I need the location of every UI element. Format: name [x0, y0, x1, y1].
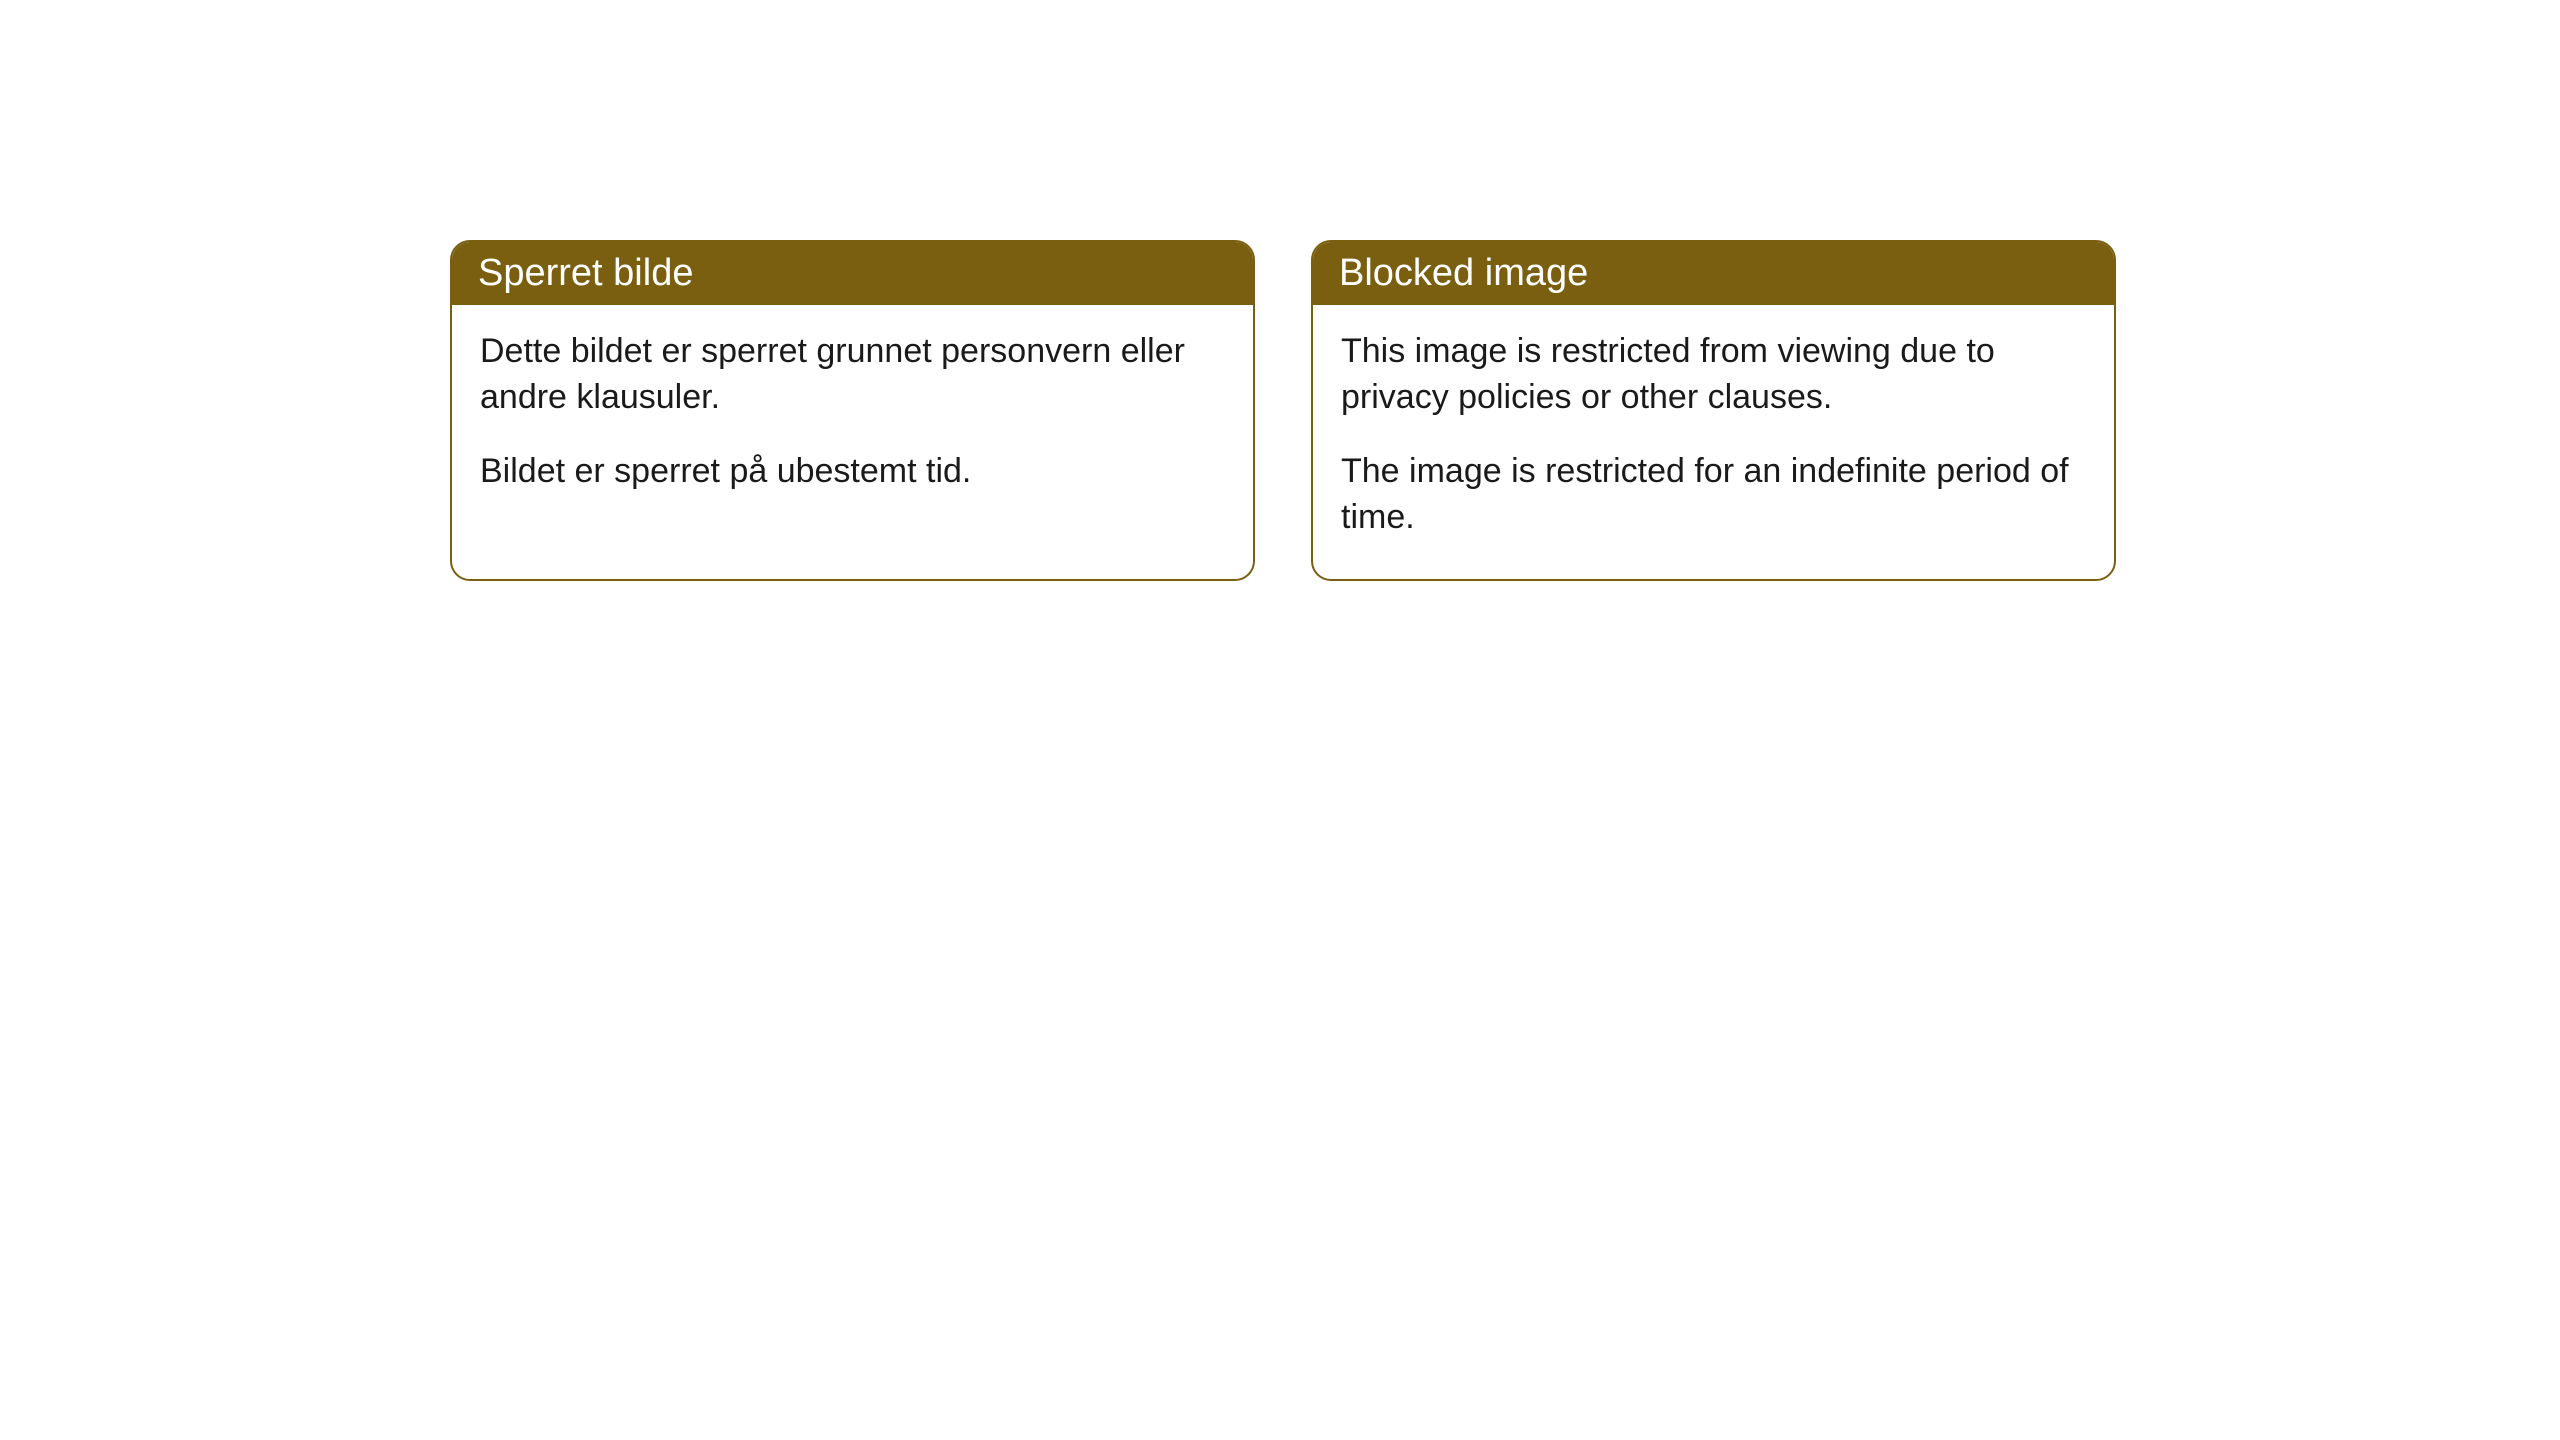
notice-card-norwegian: Sperret bilde Dette bildet er sperret gr…	[450, 240, 1255, 581]
card-body: Dette bildet er sperret grunnet personve…	[452, 305, 1253, 533]
notice-card-english: Blocked image This image is restricted f…	[1311, 240, 2116, 581]
notice-cards-container: Sperret bilde Dette bildet er sperret gr…	[450, 240, 2560, 581]
card-title: Blocked image	[1339, 252, 1588, 294]
card-paragraph-2: Bildet er sperret på ubestemt tid.	[480, 449, 1225, 495]
card-body: This image is restricted from viewing du…	[1313, 305, 2114, 579]
card-header: Sperret bilde	[452, 242, 1253, 305]
card-title: Sperret bilde	[478, 252, 693, 294]
card-paragraph-2: The image is restricted for an indefinit…	[1341, 449, 2086, 541]
card-paragraph-1: Dette bildet er sperret grunnet personve…	[480, 329, 1225, 421]
card-paragraph-1: This image is restricted from viewing du…	[1341, 329, 2086, 421]
card-header: Blocked image	[1313, 242, 2114, 305]
